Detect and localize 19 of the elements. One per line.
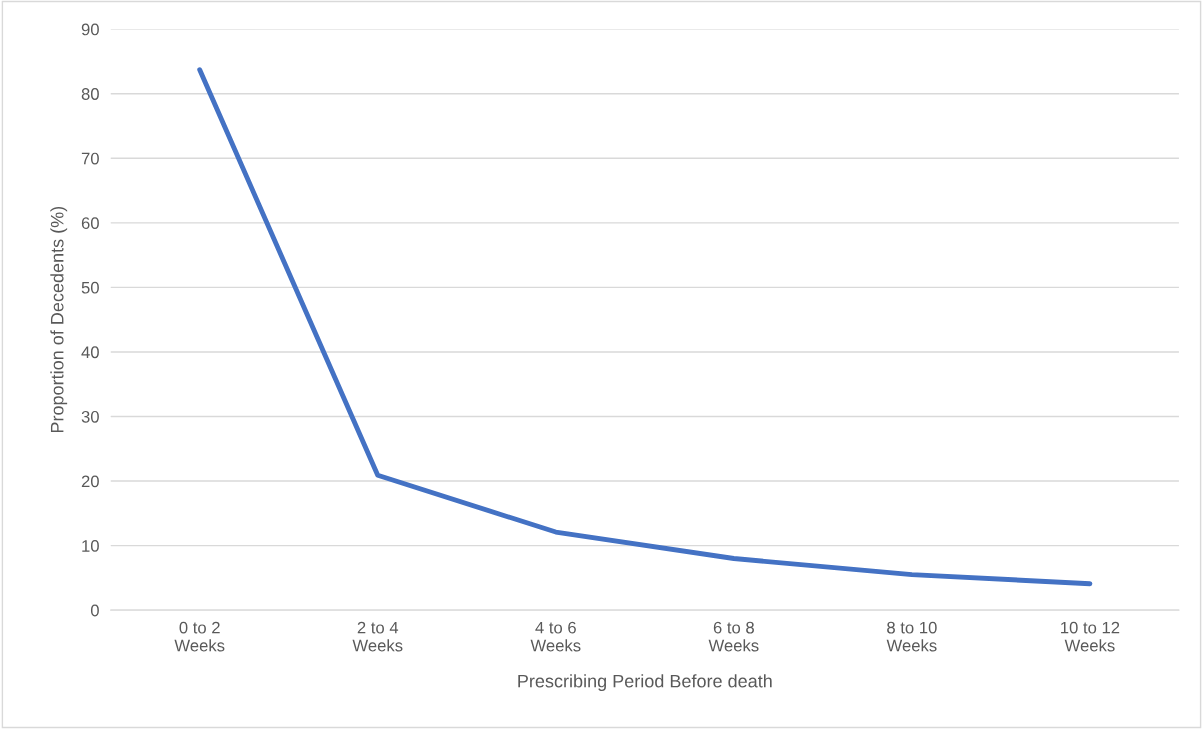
x-tick-label: 4 to 6 Weeks: [530, 621, 581, 652]
y-tick-label: 20: [81, 475, 99, 488]
x-tick-label: 0 to 2 Weeks: [174, 621, 225, 652]
x-axis-title: Prescribing Period Before death: [518, 674, 772, 692]
x-tick-label: 10 to 12 Weeks: [1061, 621, 1120, 652]
y-tick-label: 30: [81, 410, 99, 423]
y-tick-label: 60: [81, 217, 99, 230]
y-axis-title: Proportion of Decedents (%): [50, 206, 68, 433]
y-tick-label: 40: [81, 346, 99, 359]
y-tick-label: 90: [81, 23, 99, 36]
y-tick-label: 10: [82, 540, 99, 552]
y-tick-label: 0: [90, 604, 99, 617]
line-series: [197, 67, 1093, 587]
x-tick-label: 8 to 10 Weeks: [886, 621, 937, 652]
y-tick-label: 70: [81, 152, 99, 165]
x-tick-label: 6 to 8 Weeks: [708, 621, 759, 652]
y-tick-label: 80: [81, 88, 99, 100]
y-tick-label: 50: [81, 281, 99, 294]
x-tick-label: 2 to 4 Weeks: [352, 621, 403, 652]
